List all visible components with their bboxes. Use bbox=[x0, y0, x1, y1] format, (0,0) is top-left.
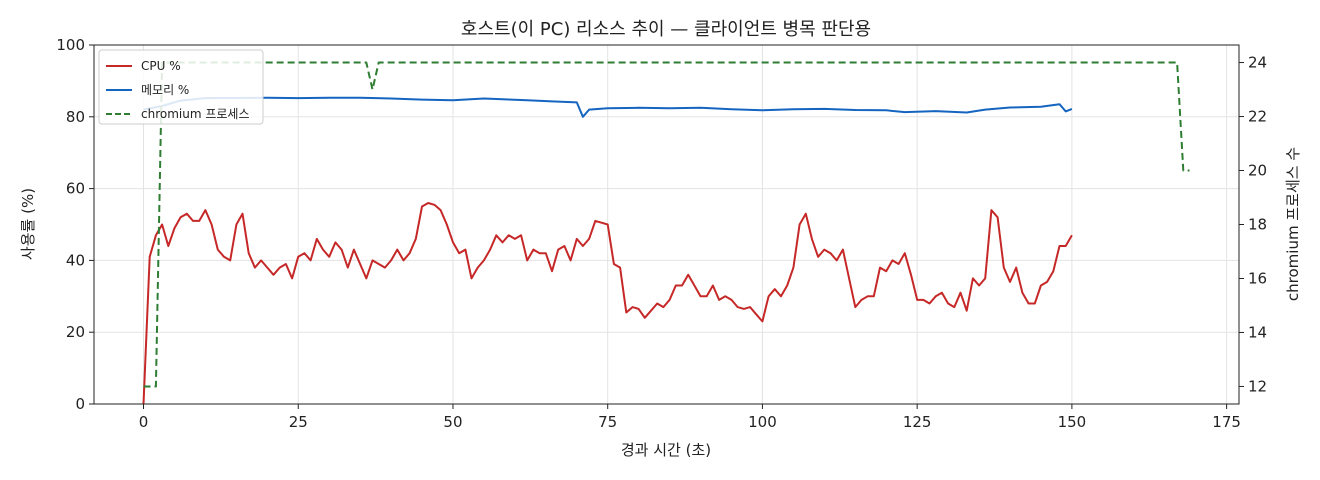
x-axis-label: 경과 시간 (초) bbox=[621, 441, 711, 459]
y-tick-label: 60 bbox=[66, 180, 85, 198]
x-tick-label: 50 bbox=[443, 413, 462, 431]
chart-title: 호스트(이 PC) 리소스 추이 — 클라이언트 병목 판단용 bbox=[461, 19, 871, 40]
y2-tick-label: 20 bbox=[1248, 162, 1267, 180]
y-axis-label: 사용률 (%) bbox=[19, 188, 37, 260]
y2-axis-label: chromium 프로세스 수 bbox=[1284, 147, 1302, 301]
legend-label-2: chromium 프로세스 bbox=[141, 107, 250, 121]
y-tick-label: 20 bbox=[66, 323, 85, 341]
legend-label-0: CPU % bbox=[141, 59, 181, 73]
y2-tick-label: 22 bbox=[1248, 108, 1267, 126]
x-tick-label: 75 bbox=[598, 413, 617, 431]
plot-frame bbox=[93, 44, 1240, 405]
series-line-0 bbox=[142, 202, 1073, 405]
x-tick-label: 175 bbox=[1212, 413, 1241, 431]
y-axis-right: 12 14 16 18 20 22 24 bbox=[1239, 54, 1267, 395]
x-tick-label: 0 bbox=[139, 413, 149, 431]
y-tick-label: 80 bbox=[66, 108, 85, 126]
series-line-1 bbox=[143, 96, 1073, 118]
x-tick-label: 125 bbox=[903, 413, 932, 431]
x-tick-label: 25 bbox=[289, 413, 308, 431]
y-tick-label: 40 bbox=[66, 251, 85, 269]
x-tick-label: 100 bbox=[748, 413, 777, 431]
x-tick-label: 150 bbox=[1058, 413, 1087, 431]
legend: CPU % 메모리 % chromium 프로세스 bbox=[98, 49, 264, 125]
legend-box bbox=[98, 49, 264, 125]
grid-lines bbox=[94, 44, 1239, 405]
y2-tick-label: 12 bbox=[1248, 377, 1267, 395]
series-layer bbox=[142, 61, 1190, 405]
y2-tick-label: 16 bbox=[1248, 269, 1267, 287]
x-axis: 0 25 50 75 100 125 150 175 bbox=[139, 404, 1241, 431]
legend-label-1: 메모리 % bbox=[141, 83, 189, 97]
y-axis-left: 0 20 40 60 80 100 bbox=[56, 36, 94, 413]
y-tick-label: 0 bbox=[75, 395, 85, 413]
y2-tick-label: 18 bbox=[1248, 216, 1267, 234]
y-tick-label: 100 bbox=[56, 36, 85, 54]
y2-tick-label: 14 bbox=[1248, 323, 1267, 341]
series-line-2 bbox=[143, 61, 1190, 388]
y2-tick-label: 24 bbox=[1248, 54, 1267, 72]
